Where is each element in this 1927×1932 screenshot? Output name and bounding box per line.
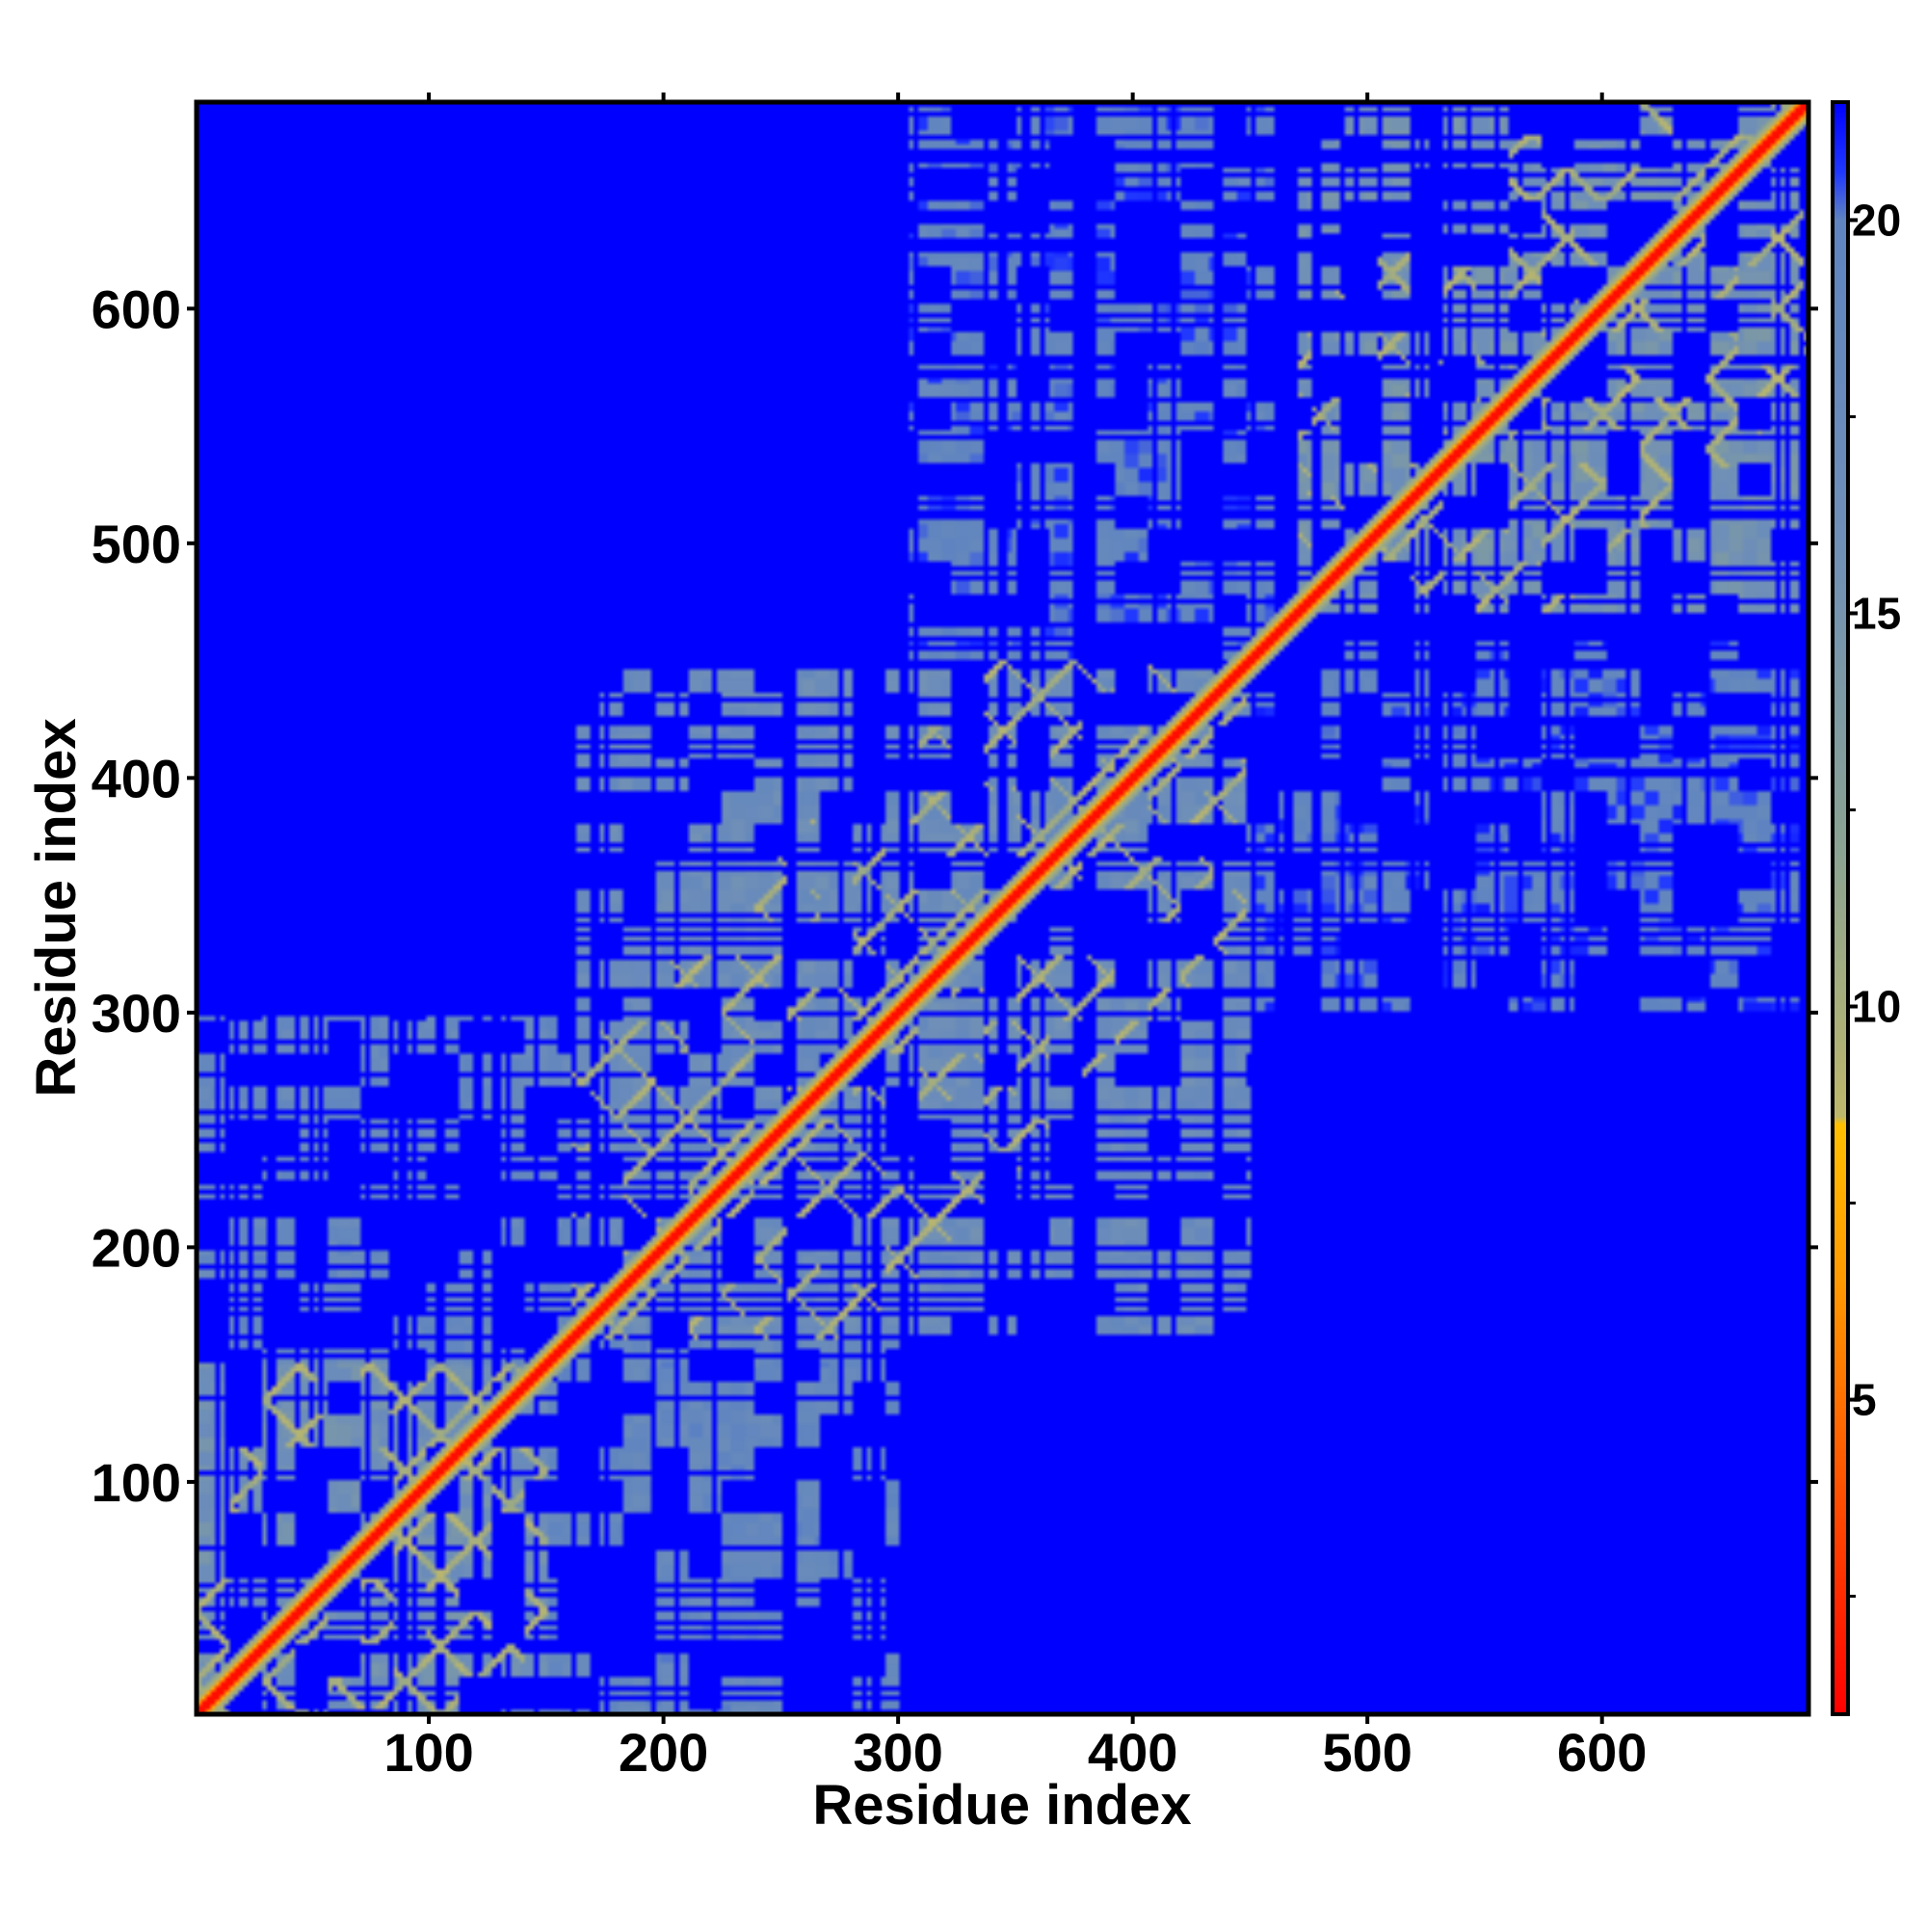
y-tick-label: 500 [92, 514, 181, 574]
x-tick-label: 200 [619, 1722, 708, 1783]
heatmap-image [197, 102, 1808, 1714]
colorbar-tick-label: 10 [1852, 982, 1901, 1032]
y-axis-title: Residue index [25, 718, 88, 1097]
colorbar-ticks: 5 10 15 20 [1848, 195, 1901, 1599]
y-axis-ticks: 100 200 300 400 500 600 [92, 278, 1818, 1513]
colorbar-tick-label: 5 [1852, 1375, 1877, 1425]
y-tick-label: 100 [92, 1452, 181, 1513]
x-tick-label: 300 [853, 1722, 942, 1783]
x-tick-label: 400 [1088, 1722, 1177, 1783]
x-axis-title: Residue index [812, 1774, 1191, 1837]
x-axis-ticks: 100 200 300 400 500 600 [383, 93, 1647, 1783]
y-tick-label: 600 [92, 278, 181, 339]
colorbar-tick-label: 20 [1852, 195, 1901, 245]
y-tick-label: 300 [92, 983, 181, 1044]
plot-frame [194, 99, 1811, 1717]
x-tick-label: 100 [383, 1722, 473, 1783]
colorbar-ramp [1831, 100, 1850, 1716]
colorbar-tick-label: 15 [1852, 588, 1901, 638]
y-tick-label: 200 [92, 1217, 181, 1278]
x-tick-label: 500 [1322, 1722, 1412, 1783]
x-tick-label: 600 [1557, 1722, 1647, 1783]
heatmap-area [197, 102, 1808, 1714]
y-tick-label: 400 [92, 748, 181, 808]
colorbar: 5 10 15 20 [1831, 100, 1901, 1716]
